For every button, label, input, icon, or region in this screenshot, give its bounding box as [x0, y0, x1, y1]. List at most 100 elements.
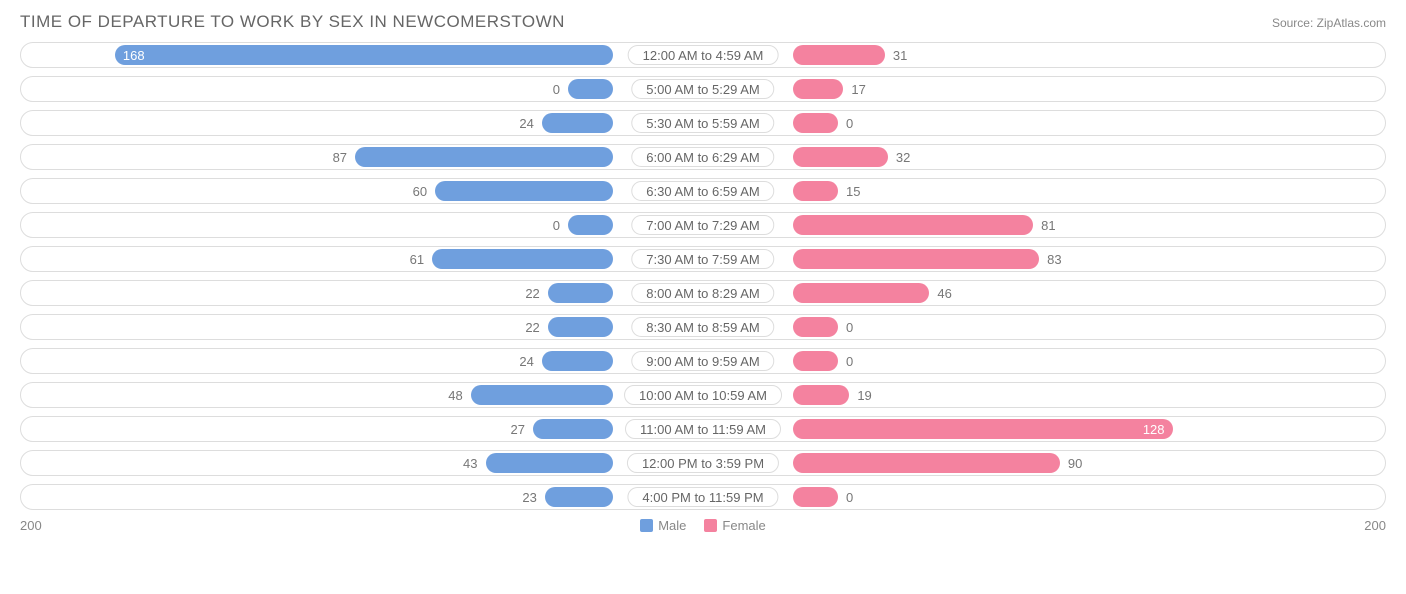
female-value: 128	[1143, 419, 1165, 439]
female-half: 32	[703, 145, 1385, 169]
female-value: 32	[888, 145, 910, 169]
female-bar	[793, 283, 929, 303]
female-half: 15	[703, 179, 1385, 203]
female-value: 0	[838, 315, 853, 339]
female-half: 0	[703, 349, 1385, 373]
category-label: 8:00 AM to 8:29 AM	[631, 283, 774, 303]
male-half: 43	[21, 451, 703, 475]
male-bar	[568, 79, 613, 99]
male-bar	[533, 419, 613, 439]
male-value: 48	[448, 383, 470, 407]
female-half: 83	[703, 247, 1385, 271]
female-half: 81	[703, 213, 1385, 237]
female-value: 17	[843, 77, 865, 101]
category-label: 6:00 AM to 6:29 AM	[631, 147, 774, 167]
male-bar	[545, 487, 613, 507]
male-bar	[548, 317, 613, 337]
diverging-bar-chart: 1683112:00 AM to 4:59 AM0175:00 AM to 5:…	[20, 42, 1386, 510]
female-value: 83	[1039, 247, 1061, 271]
table-row: 60 156:30 AM to 6:59 AM	[20, 178, 1386, 204]
table-row: 43 90 12:00 PM to 3:59 PM	[20, 450, 1386, 476]
female-value: 90	[1060, 451, 1082, 475]
female-half: 90	[703, 451, 1385, 475]
table-row: 22 0 8:30 AM to 8:59 AM	[20, 314, 1386, 340]
female-bar	[793, 351, 838, 371]
male-value: 24	[519, 111, 541, 135]
legend-label-male: Male	[658, 518, 686, 533]
male-bar	[432, 249, 613, 269]
female-bar	[793, 79, 843, 99]
female-half: 0	[703, 111, 1385, 135]
category-label: 9:00 AM to 9:59 AM	[631, 351, 774, 371]
male-value: 60	[413, 179, 435, 203]
male-half: 22	[21, 315, 703, 339]
male-half: 87	[21, 145, 703, 169]
male-bar	[542, 113, 613, 133]
male-bar	[355, 147, 613, 167]
chart-header: TIME OF DEPARTURE TO WORK BY SEX IN NEWC…	[20, 12, 1386, 32]
category-label: 7:30 AM to 7:59 AM	[631, 249, 774, 269]
male-half: 24	[21, 349, 703, 373]
table-row: 23 0 4:00 PM to 11:59 PM	[20, 484, 1386, 510]
legend-swatch-male	[640, 519, 653, 532]
category-label: 7:00 AM to 7:29 AM	[631, 215, 774, 235]
male-half: 24	[21, 111, 703, 135]
male-bar	[435, 181, 613, 201]
female-value: 0	[838, 485, 853, 509]
male-value: 0	[553, 213, 568, 237]
female-bar	[793, 487, 838, 507]
axis-max-right: 200	[1364, 518, 1386, 533]
male-value: 0	[553, 77, 568, 101]
male-half: 0	[21, 77, 703, 101]
female-bar	[793, 249, 1039, 269]
female-value: 19	[849, 383, 871, 407]
male-bar	[542, 351, 613, 371]
table-row: 24 0 5:30 AM to 5:59 AM	[20, 110, 1386, 136]
category-label: 5:30 AM to 5:59 AM	[631, 113, 774, 133]
legend-item-female: Female	[704, 518, 765, 533]
category-label: 10:00 AM to 10:59 AM	[624, 385, 782, 405]
table-row: 2712811:00 AM to 11:59 AM	[20, 416, 1386, 442]
category-label: 11:00 AM to 11:59 AM	[625, 419, 781, 439]
male-bar: 168	[115, 45, 613, 65]
table-row: 24 09:00 AM to 9:59 AM	[20, 348, 1386, 374]
table-row: 168 3112:00 AM to 4:59 AM	[20, 42, 1386, 68]
male-value: 168	[123, 45, 145, 65]
female-half: 0	[703, 485, 1385, 509]
category-label: 12:00 AM to 4:59 AM	[628, 45, 779, 65]
table-row: 22 46 8:00 AM to 8:29 AM	[20, 280, 1386, 306]
male-half: 23	[21, 485, 703, 509]
female-half: 17	[703, 77, 1385, 101]
male-value: 24	[519, 349, 541, 373]
legend-swatch-female	[704, 519, 717, 532]
male-value: 61	[410, 247, 432, 271]
female-half: 19	[703, 383, 1385, 407]
male-value: 87	[333, 145, 355, 169]
male-bar	[471, 385, 613, 405]
chart-footer: 200 Male Female 200	[20, 518, 1386, 533]
male-half: 60	[21, 179, 703, 203]
female-bar	[793, 45, 885, 65]
chart-title: TIME OF DEPARTURE TO WORK BY SEX IN NEWC…	[20, 12, 565, 32]
female-bar	[793, 215, 1033, 235]
female-bar: 128	[793, 419, 1173, 439]
female-bar	[793, 317, 838, 337]
category-label: 12:00 PM to 3:59 PM	[627, 453, 779, 473]
male-bar	[548, 283, 613, 303]
female-value: 0	[838, 111, 853, 135]
male-value: 23	[522, 485, 544, 509]
legend-item-male: Male	[640, 518, 686, 533]
female-half: 31	[703, 43, 1385, 67]
female-value: 46	[929, 281, 951, 305]
male-half: 22	[21, 281, 703, 305]
male-value: 43	[463, 451, 485, 475]
category-label: 4:00 PM to 11:59 PM	[627, 487, 778, 507]
table-row: 0 817:00 AM to 7:29 AM	[20, 212, 1386, 238]
male-half: 0	[21, 213, 703, 237]
table-row: 0175:00 AM to 5:29 AM	[20, 76, 1386, 102]
table-row: 87 32 6:00 AM to 6:29 AM	[20, 144, 1386, 170]
category-label: 8:30 AM to 8:59 AM	[631, 317, 774, 337]
category-label: 6:30 AM to 6:59 AM	[631, 181, 774, 201]
male-bar	[568, 215, 613, 235]
female-half: 0	[703, 315, 1385, 339]
